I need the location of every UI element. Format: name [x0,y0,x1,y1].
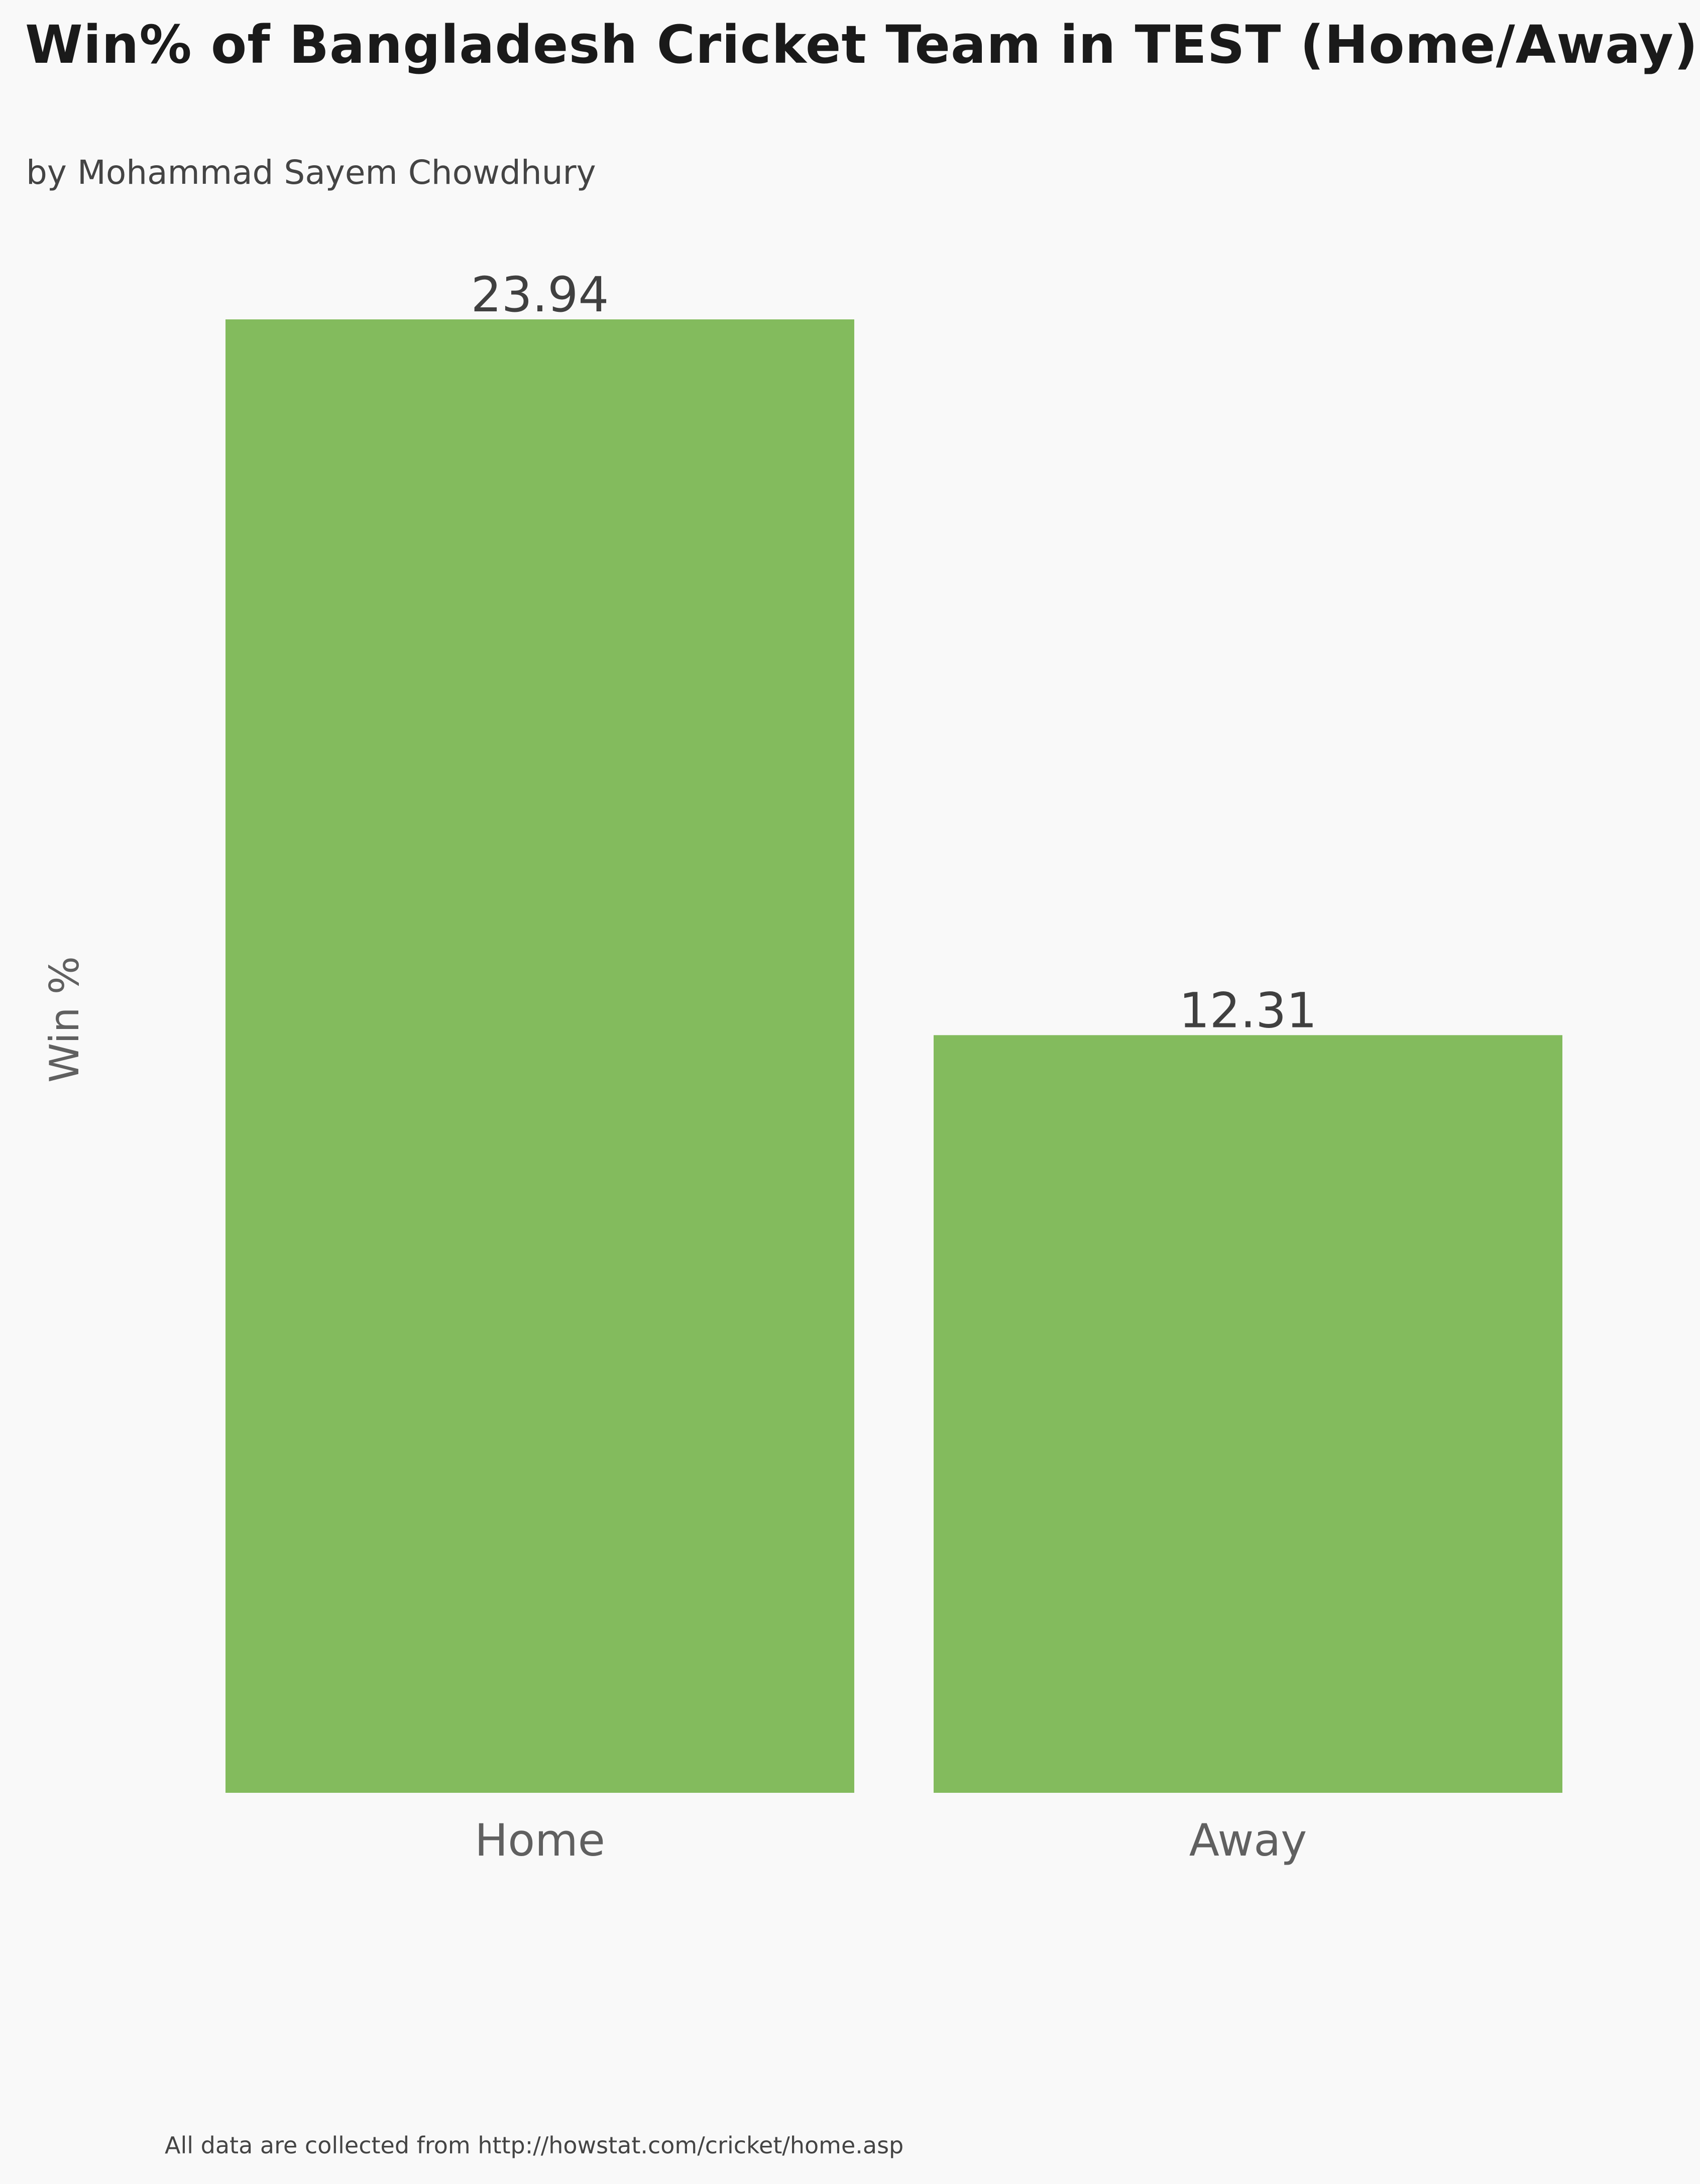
data-source-note: All data are collected from http://howst… [165,2132,904,2159]
x-tick-label-home: Home [475,1814,605,1866]
bars-layer: 23.94 Home 12.31 Away [225,267,1562,1866]
bar-home [225,319,854,1793]
x-tick-label-away: Away [1189,1814,1307,1866]
bar-value-label-away: 12.31 [1179,982,1317,1039]
bar-away [934,1035,1562,1793]
chart-subtitle: by Mohammad Sayem Chowdhury [26,153,596,192]
y-axis-label: Win % [41,956,88,1083]
bar-value-label-home: 23.94 [471,267,609,323]
chart-title: Win% of Bangladesh Cricket Team in TEST … [25,14,1698,75]
